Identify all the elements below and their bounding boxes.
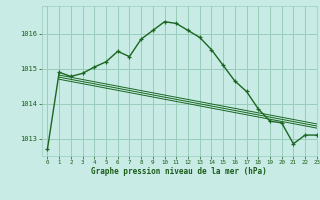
X-axis label: Graphe pression niveau de la mer (hPa): Graphe pression niveau de la mer (hPa): [91, 167, 267, 176]
